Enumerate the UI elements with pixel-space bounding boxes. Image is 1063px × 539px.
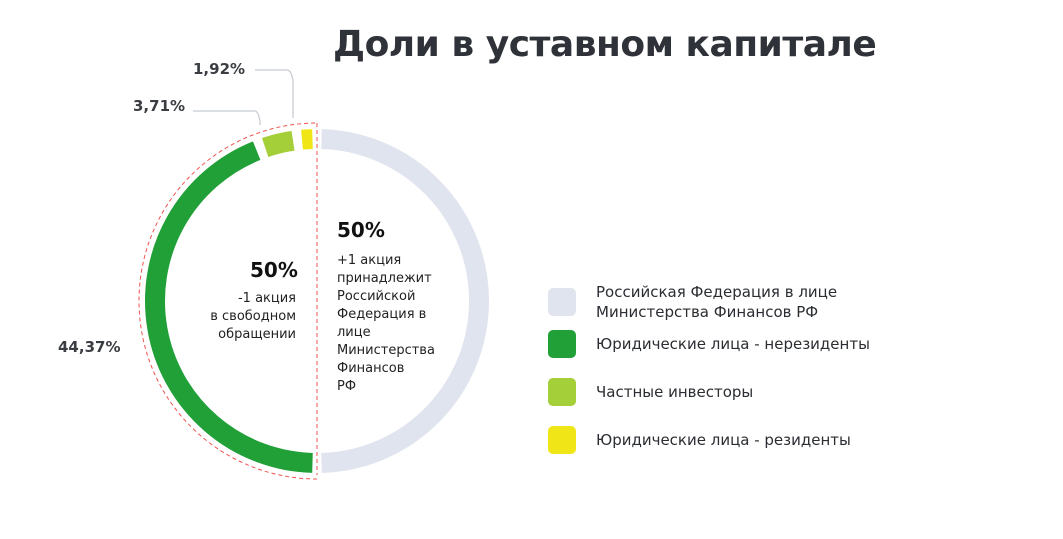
note-line: Федерация в bbox=[337, 307, 427, 322]
label-leader-line bbox=[193, 110, 261, 125]
left-half-note: -1 акция в свободном обращении bbox=[200, 290, 296, 344]
donut-segment bbox=[301, 129, 313, 150]
legend-item: Российская Федерация в лице Министерства… bbox=[548, 282, 896, 322]
note-line: РФ bbox=[337, 379, 357, 394]
free-float-outline bbox=[138, 122, 318, 480]
note-line: в свободном bbox=[210, 309, 296, 324]
note-line: -1 акция bbox=[237, 291, 296, 306]
data-label: 1,92% bbox=[193, 60, 245, 78]
legend-label: Юридические лица - нерезиденты bbox=[596, 335, 870, 353]
legend-swatch bbox=[548, 378, 576, 406]
chart-title: Доли в уставном капитале bbox=[333, 24, 877, 65]
note-line: обращении bbox=[218, 327, 296, 342]
legend-item: Частные инвесторы bbox=[548, 378, 896, 406]
note-line: принадлежит bbox=[337, 271, 432, 286]
right-half-note: +1 акция принадлежит Российской Федерация в… bbox=[337, 252, 435, 396]
data-label: 44,37% bbox=[58, 338, 120, 356]
note-line: Министерства bbox=[337, 343, 435, 358]
label-leader-line bbox=[255, 69, 294, 118]
donut-segment bbox=[261, 130, 295, 158]
donut-segment bbox=[321, 129, 490, 473]
legend-swatch bbox=[548, 330, 576, 358]
note-line: лице bbox=[337, 325, 371, 340]
legend-label: Юридические лица - резиденты bbox=[596, 431, 851, 449]
note-line: +1 акция bbox=[337, 253, 402, 268]
legend-item: Юридические лица - резиденты bbox=[548, 426, 896, 454]
right-half-value: 50% bbox=[337, 218, 385, 242]
data-label: 3,71% bbox=[133, 97, 185, 115]
legend-item: Юридические лица - нерезиденты bbox=[548, 330, 896, 358]
legend-swatch bbox=[548, 288, 576, 316]
note-line: Финансов bbox=[337, 361, 405, 376]
note-line: Российской bbox=[337, 289, 416, 304]
legend-swatch bbox=[548, 426, 576, 454]
donut-segment bbox=[145, 141, 313, 473]
legend-label: Российская Федерация в лице Министерства… bbox=[596, 283, 838, 321]
left-half-value: 50% bbox=[250, 258, 298, 282]
legend-label: Частные инвесторы bbox=[596, 383, 754, 401]
